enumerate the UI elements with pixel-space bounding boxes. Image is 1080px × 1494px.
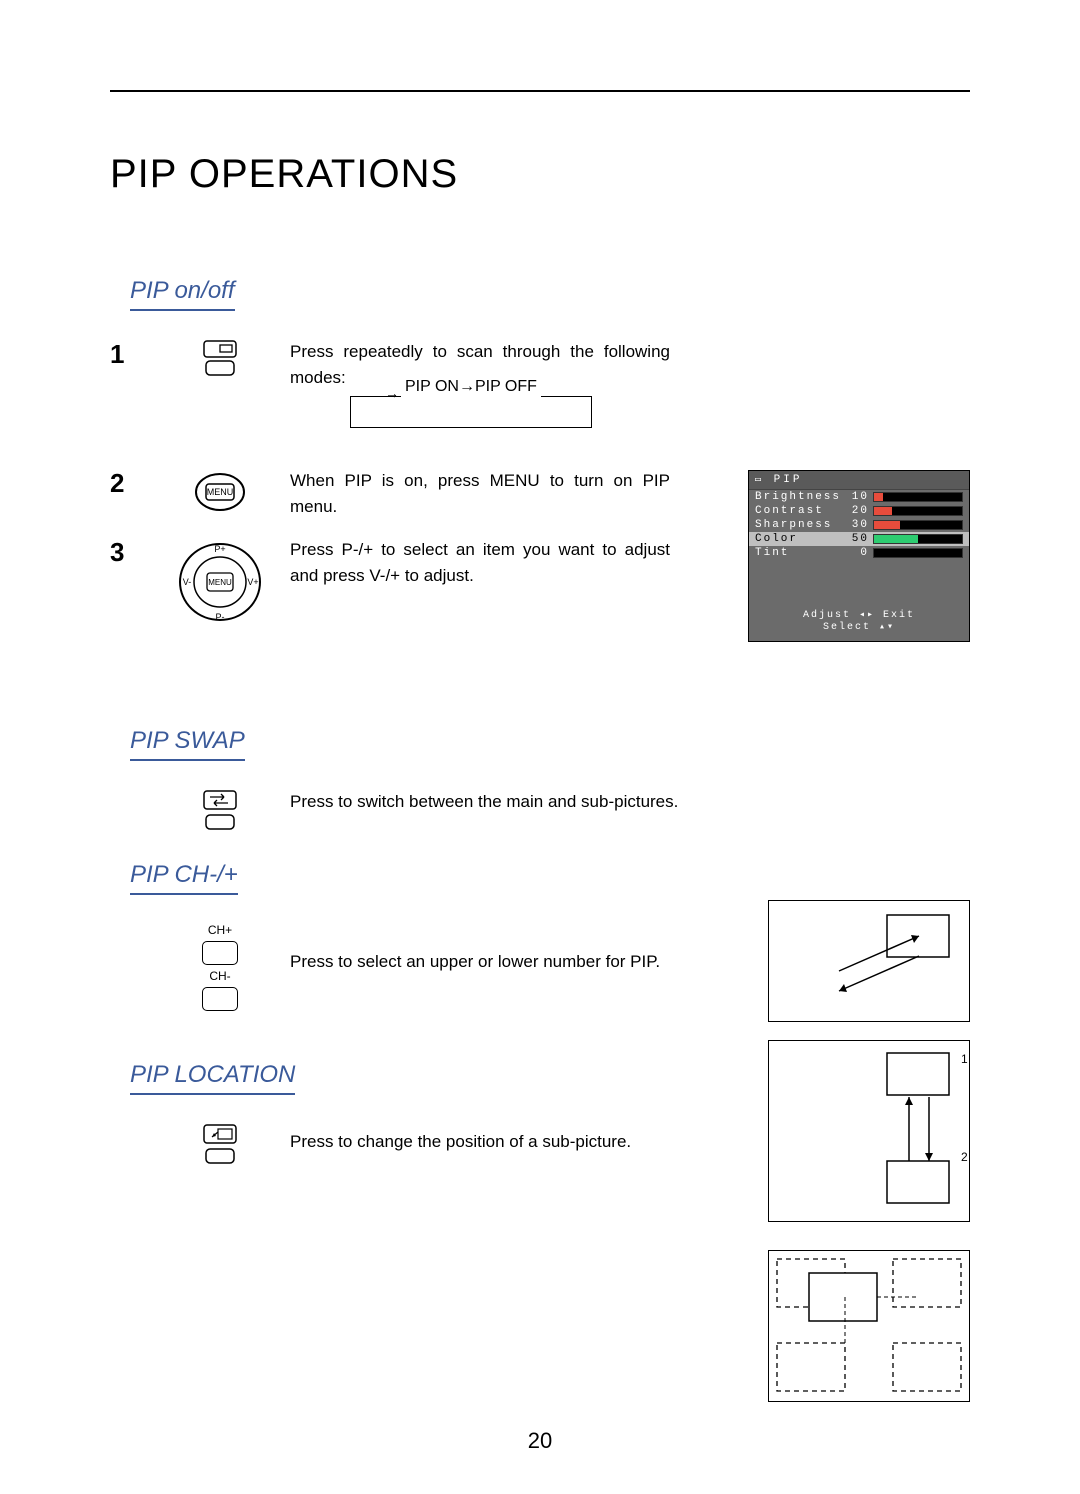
step-desc: When PIP is on, press MENU to turn on PI… bbox=[290, 468, 670, 519]
step-num: 3 bbox=[110, 537, 150, 568]
ch-desc: Press to select an upper or lower number… bbox=[290, 949, 710, 975]
loc-desc: Press to change the position of a sub-pi… bbox=[290, 1129, 710, 1155]
osd-title-text: PIP bbox=[774, 474, 803, 486]
svg-text:V+: V+ bbox=[247, 577, 258, 587]
cycle-box: → PIP ON→PIP OFF bbox=[350, 396, 592, 428]
loc-diagram bbox=[768, 1250, 970, 1402]
osd-panel: ▭ PIP Brightness10Contrast20Sharpness30C… bbox=[748, 470, 970, 642]
step-num: 2 bbox=[110, 468, 150, 499]
osd-adjust: Adjust bbox=[803, 610, 851, 621]
loc-button-icon bbox=[150, 1123, 290, 1167]
swap-row: Press to switch between the main and sub… bbox=[110, 789, 970, 833]
osd-exit: Exit bbox=[883, 610, 915, 621]
pip-button-icon bbox=[150, 339, 290, 379]
swap-diagram bbox=[768, 900, 970, 1022]
menu-label: MENU bbox=[207, 487, 234, 497]
section-label-loc: PIP LOCATION bbox=[130, 1061, 295, 1095]
osd-footer: Adjust ◂▸ Exit Select ▴▾ bbox=[749, 609, 969, 633]
section-label-swap: PIP SWAP bbox=[130, 727, 245, 761]
ch-plus-label: CH+ bbox=[208, 923, 232, 937]
osd-row: Brightness10 bbox=[749, 490, 969, 504]
osd-row: Tint0 bbox=[749, 546, 969, 560]
osd-nav-icon: ◂▸ bbox=[859, 610, 875, 621]
osd-select: Select bbox=[823, 622, 871, 633]
ch-minus-button bbox=[202, 987, 238, 1011]
top-rule bbox=[110, 90, 970, 92]
dpad-icon: MENU P+ P- V- V+ bbox=[150, 537, 290, 627]
page-title: PIP OPERATIONS bbox=[110, 152, 970, 197]
section-swap: PIP SWAP Press to switch between the mai… bbox=[110, 717, 970, 833]
svg-text:1: 1 bbox=[961, 1052, 968, 1066]
ch-buttons-icon: CH+ CH- bbox=[150, 923, 290, 1011]
osd-title: ▭ PIP bbox=[749, 471, 969, 490]
step-1: 1 Press repeatedly to scan through the f… bbox=[110, 339, 970, 428]
section-label-ch: PIP CH-/+ bbox=[130, 861, 238, 895]
svg-text:P+: P+ bbox=[214, 544, 225, 554]
swap-desc: Press to switch between the main and sub… bbox=[290, 789, 710, 815]
section-label-onoff: PIP on/off bbox=[130, 277, 235, 311]
svg-text:P-: P- bbox=[216, 612, 225, 622]
step-desc: Press repeatedly to scan through the fol… bbox=[290, 339, 670, 428]
step-num: 1 bbox=[110, 339, 150, 370]
swap-button-icon bbox=[150, 789, 290, 833]
ch-plus-button bbox=[202, 941, 238, 965]
page-number: 20 bbox=[0, 1428, 1080, 1454]
ch-diagram: 1 2 bbox=[768, 1040, 970, 1222]
osd-row: Color50 bbox=[749, 532, 969, 546]
osd-row: Sharpness30 bbox=[749, 518, 969, 532]
osd-row: Contrast20 bbox=[749, 504, 969, 518]
svg-text:V-: V- bbox=[183, 577, 192, 587]
step-desc: Press P-/+ to select an item you want to… bbox=[290, 537, 670, 588]
osd-nav-icon: ▴▾ bbox=[879, 622, 895, 633]
arrow-icon: → bbox=[385, 383, 399, 404]
page: PIP OPERATIONS PIP on/off 1 Press repeat… bbox=[0, 0, 1080, 1494]
cycle-label: PIP ON→PIP OFF bbox=[401, 375, 541, 399]
menu-button-icon: MENU bbox=[150, 468, 290, 516]
svg-text:MENU: MENU bbox=[208, 578, 232, 587]
ch-minus-label: CH- bbox=[209, 969, 230, 983]
svg-text:2: 2 bbox=[961, 1150, 968, 1164]
